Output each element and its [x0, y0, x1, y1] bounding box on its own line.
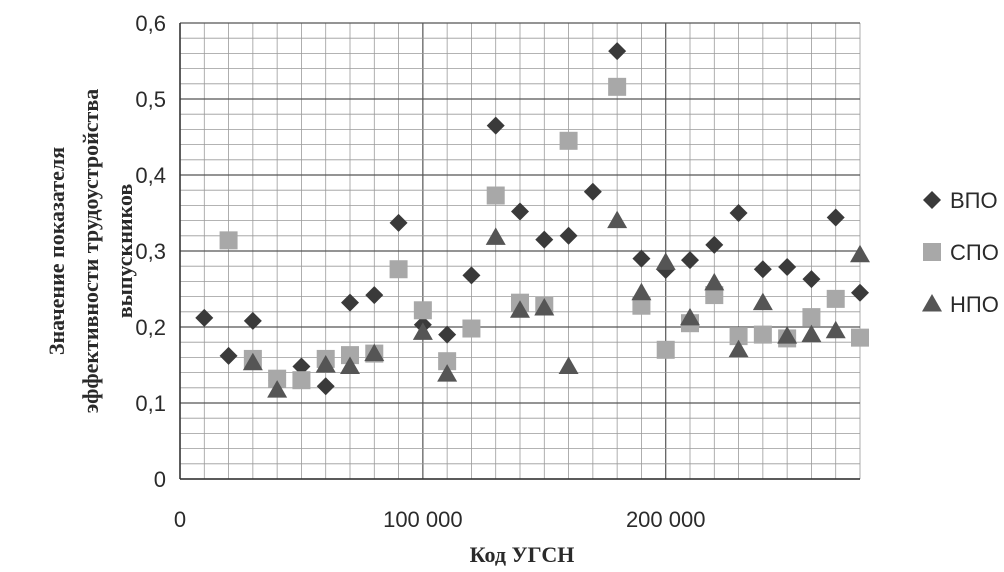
x-tick-label: 0 — [174, 507, 186, 532]
data-point — [438, 325, 457, 344]
data-point — [389, 260, 408, 279]
data-point — [315, 355, 336, 373]
data-point — [753, 325, 772, 344]
data-point — [656, 340, 675, 359]
data-point — [851, 283, 869, 302]
data-point — [655, 252, 676, 270]
data-point — [437, 364, 458, 382]
y-tick-labels: 0 0,1 0,2 0,3 0,4 0,5 0,6 — [135, 11, 166, 492]
data-point — [583, 182, 602, 201]
data-point — [728, 339, 749, 358]
series-3 — [242, 210, 870, 398]
data-point — [631, 282, 652, 301]
data-point — [462, 319, 481, 338]
data-point — [632, 296, 651, 315]
data-point — [681, 251, 699, 270]
legend-marker — [923, 191, 941, 209]
data-point — [801, 324, 822, 343]
y-tick-label: 0,6 — [135, 11, 166, 36]
data-point — [704, 272, 725, 291]
y-tick-label: 0,3 — [135, 239, 166, 264]
x-tick-labels: 0 100 000 200 000 — [174, 507, 706, 532]
data-point — [729, 327, 748, 346]
data-point — [462, 266, 481, 285]
data-point — [195, 308, 214, 327]
x-axis-title: Код УГСН — [470, 542, 575, 567]
legend-label: СПО — [950, 240, 999, 265]
data-point — [510, 300, 530, 318]
data-point — [607, 210, 628, 229]
data-point — [559, 131, 578, 150]
data-point — [412, 322, 433, 340]
data-point — [364, 343, 385, 362]
data-point — [340, 356, 360, 375]
data-point — [680, 307, 700, 326]
data-point — [438, 352, 457, 371]
data-point — [243, 311, 262, 330]
data-point — [341, 346, 359, 365]
legend: ВПО СПО НПО — [922, 188, 999, 317]
data-point — [826, 289, 845, 308]
legend-marker — [922, 294, 942, 312]
data-point — [778, 257, 797, 276]
data-point — [826, 208, 845, 227]
data-point — [341, 293, 359, 312]
data-point — [608, 77, 627, 96]
data-point — [705, 235, 724, 254]
y-tick-label: 0,1 — [135, 391, 166, 416]
data-point — [485, 227, 506, 245]
data-point — [559, 226, 578, 245]
data-point — [825, 320, 846, 339]
y-tick-label: 0,5 — [135, 87, 166, 112]
y-tick-label: 0 — [154, 467, 166, 492]
data-points — [195, 42, 870, 398]
data-point — [219, 346, 238, 365]
data-point — [608, 42, 627, 61]
data-point — [219, 231, 238, 250]
legend-label: НПО — [950, 292, 999, 317]
data-point — [267, 380, 288, 398]
legend-label: ВПО — [950, 188, 998, 213]
data-point — [802, 308, 821, 327]
data-point — [365, 286, 384, 305]
data-point — [292, 357, 311, 376]
data-point — [729, 204, 748, 222]
data-point — [242, 352, 263, 371]
x-tick-label: 200 000 — [626, 507, 706, 532]
data-point — [268, 369, 287, 388]
data-point — [486, 186, 505, 205]
x-tick-label: 100 000 — [383, 507, 463, 532]
legend-marker — [923, 243, 941, 261]
data-point — [705, 286, 724, 305]
grid — [179, 22, 861, 480]
data-point — [413, 301, 432, 320]
y-tick-label: 0,2 — [135, 315, 166, 340]
data-point — [753, 260, 772, 279]
data-point — [292, 371, 311, 390]
data-point — [486, 116, 505, 135]
data-point — [534, 298, 555, 316]
data-point — [851, 328, 869, 347]
data-point — [535, 230, 554, 249]
data-point — [802, 270, 821, 289]
data-point — [850, 244, 870, 263]
data-point — [632, 249, 651, 268]
data-point — [752, 292, 773, 311]
data-point — [777, 326, 798, 344]
data-point — [389, 213, 408, 232]
data-point — [511, 202, 529, 221]
y-tick-label: 0,4 — [135, 163, 166, 188]
data-point — [558, 356, 579, 375]
data-point — [316, 377, 335, 396]
y-axis-title: Значение показателя эффективности трудоус… — [44, 89, 137, 414]
axes — [179, 23, 860, 480]
